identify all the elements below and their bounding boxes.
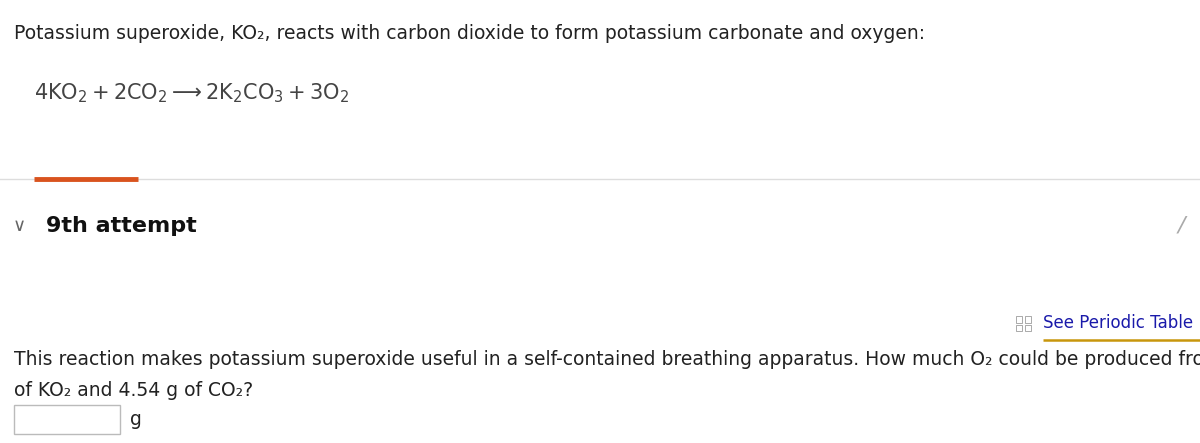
Bar <box>1025 325 1031 331</box>
Text: Potassium superoxide, KO₂, reacts with carbon dioxide to form potassium carbonat: Potassium superoxide, KO₂, reacts with c… <box>14 24 925 43</box>
Bar <box>1016 316 1022 323</box>
Text: g: g <box>130 410 142 429</box>
Text: See Periodic Table: See Periodic Table <box>1043 315 1193 332</box>
Text: This reaction makes potassium superoxide useful in a self-contained breathing ap: This reaction makes potassium superoxide… <box>14 350 1200 369</box>
Text: ∨: ∨ <box>13 217 25 235</box>
Text: $\mathregular{4KO_2 + 2CO_2 \longrightarrow 2K_2CO_3 + 3O_2}$: $\mathregular{4KO_2 + 2CO_2 \longrightar… <box>34 82 349 105</box>
Text: 9th attempt: 9th attempt <box>46 216 197 236</box>
Bar <box>1016 325 1022 331</box>
FancyBboxPatch shape <box>14 405 120 434</box>
Text: /: / <box>1178 216 1186 236</box>
Bar <box>1025 316 1031 323</box>
Text: of KO₂ and 4.54 g of CO₂?: of KO₂ and 4.54 g of CO₂? <box>14 381 253 400</box>
